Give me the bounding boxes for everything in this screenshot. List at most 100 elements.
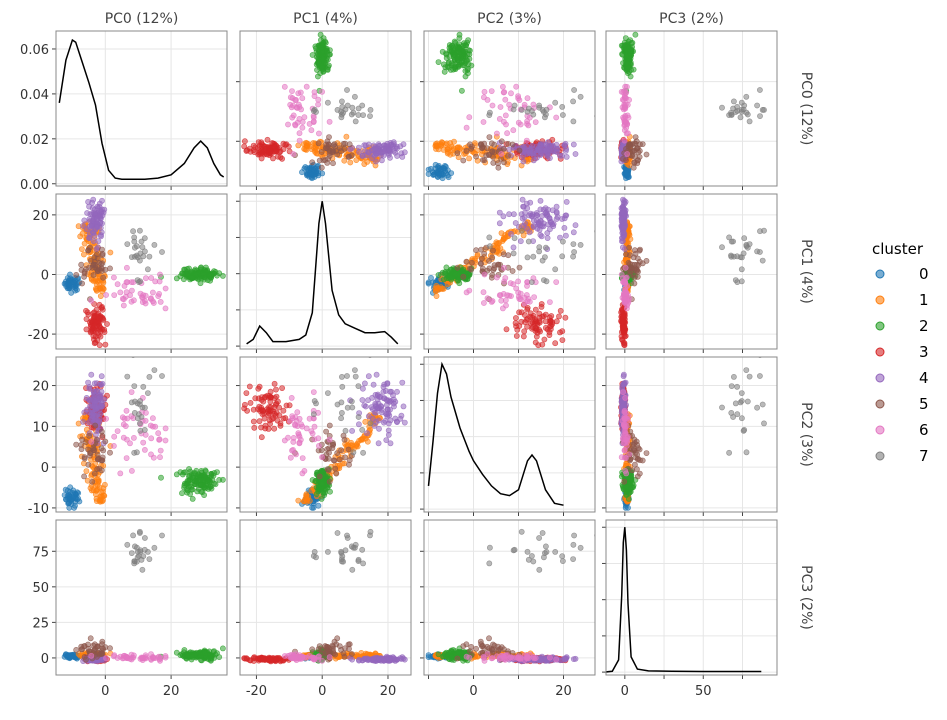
- point-cluster-6: [464, 125, 469, 130]
- point-cluster-4: [376, 441, 381, 446]
- point-cluster-5: [87, 433, 92, 438]
- point-cluster-4: [501, 214, 506, 219]
- point-cluster-6: [327, 437, 332, 442]
- point-cluster-4: [99, 198, 104, 203]
- panel-r2-c1: [236, 344, 411, 516]
- point-cluster-5: [326, 135, 331, 140]
- point-cluster-6: [157, 279, 162, 284]
- point-cluster-7: [360, 103, 365, 108]
- point-cluster-2: [436, 60, 441, 65]
- point-cluster-4: [530, 214, 535, 219]
- point-cluster-4: [91, 197, 96, 202]
- point-cluster-3: [242, 139, 247, 144]
- point-cluster-3: [536, 343, 541, 348]
- point-cluster-4: [90, 230, 95, 235]
- point-cluster-2: [217, 271, 222, 276]
- point-cluster-7: [757, 87, 762, 92]
- point-cluster-6: [297, 138, 302, 143]
- point-cluster-7: [529, 108, 534, 113]
- point-cluster-2: [323, 487, 328, 492]
- point-cluster-6: [508, 281, 513, 286]
- point-cluster-1: [348, 160, 353, 165]
- point-cluster-4: [372, 410, 377, 415]
- point-cluster-5: [333, 466, 338, 471]
- point-cluster-3: [265, 137, 270, 142]
- point-cluster-6: [125, 280, 130, 285]
- point-cluster-2: [461, 41, 466, 46]
- point-cluster-0: [623, 171, 628, 176]
- point-cluster-2: [629, 41, 634, 46]
- point-cluster-1: [302, 146, 307, 151]
- point-cluster-2: [211, 473, 216, 478]
- point-cluster-6: [111, 275, 116, 280]
- point-cluster-7: [760, 258, 765, 263]
- point-cluster-2: [185, 266, 190, 271]
- point-cluster-3: [97, 302, 102, 307]
- point-cluster-4: [531, 224, 536, 229]
- point-cluster-6: [124, 408, 129, 413]
- point-cluster-7: [340, 384, 345, 389]
- point-cluster-6: [310, 431, 315, 436]
- point-cluster-6: [503, 113, 508, 118]
- point-cluster-4: [543, 211, 548, 216]
- point-cluster-6: [503, 298, 508, 303]
- point-cluster-6: [482, 272, 487, 277]
- point-cluster-5: [327, 479, 332, 484]
- point-cluster-6: [516, 290, 521, 295]
- point-cluster-5: [633, 135, 638, 140]
- points: [426, 32, 609, 181]
- point-cluster-3: [522, 312, 527, 317]
- column-label-PC1: PC1 (4%): [293, 11, 358, 27]
- point-cluster-4: [364, 431, 369, 436]
- point-cluster-5: [95, 269, 100, 274]
- point-cluster-1: [354, 443, 359, 448]
- point-cluster-7: [757, 229, 762, 234]
- point-cluster-2: [629, 473, 634, 478]
- point-cluster-5: [79, 262, 84, 267]
- point-cluster-4: [87, 384, 92, 389]
- point-cluster-3: [528, 321, 533, 326]
- panel-frame: [424, 357, 595, 512]
- point-cluster-5: [91, 272, 96, 277]
- point-cluster-6: [501, 291, 506, 296]
- point-cluster-5: [469, 146, 474, 151]
- point-cluster-7: [739, 267, 744, 272]
- point-cluster-5: [87, 453, 92, 458]
- point-cluster-7: [487, 235, 492, 240]
- point-cluster-4: [538, 232, 543, 237]
- point-cluster-5: [95, 457, 100, 462]
- point-cluster-7: [349, 112, 354, 117]
- point-cluster-2: [446, 269, 451, 274]
- point-cluster-6: [320, 89, 325, 94]
- point-cluster-6: [503, 97, 508, 102]
- point-cluster-7: [747, 242, 752, 247]
- point-cluster-3: [278, 155, 283, 160]
- point-cluster-3: [504, 327, 509, 332]
- point-cluster-5: [347, 142, 352, 147]
- point-cluster-3: [247, 384, 252, 389]
- point-cluster-7: [343, 428, 348, 433]
- point-cluster-5: [325, 467, 330, 472]
- point-cluster-5: [635, 256, 640, 261]
- point-cluster-4: [497, 221, 502, 226]
- point-cluster-4: [366, 150, 371, 155]
- point-cluster-5: [490, 154, 495, 159]
- point-cluster-5: [339, 448, 344, 453]
- point-cluster-6: [111, 443, 116, 448]
- point-cluster-6: [505, 131, 510, 136]
- point-cluster-1: [78, 234, 83, 239]
- point-cluster-1: [433, 288, 438, 293]
- point-cluster-6: [149, 275, 154, 280]
- point-cluster-4: [538, 198, 543, 203]
- point-cluster-6: [163, 438, 168, 443]
- point-cluster-4: [401, 404, 406, 409]
- point-cluster-3: [101, 317, 106, 322]
- point-cluster-5: [107, 450, 112, 455]
- point-cluster-5: [455, 151, 460, 156]
- panel-r1-c1: [236, 194, 411, 353]
- point-cluster-7: [145, 391, 150, 396]
- y-tick-label: 0.02: [20, 133, 49, 148]
- point-cluster-5: [99, 429, 104, 434]
- point-cluster-3: [619, 330, 624, 335]
- point-cluster-2: [320, 41, 325, 46]
